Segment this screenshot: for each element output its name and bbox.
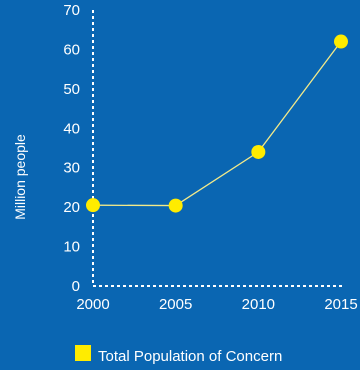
y-tick-label: 0 (72, 278, 80, 295)
y-tick-label: 70 (63, 2, 80, 19)
y-tick-label: 50 (63, 81, 80, 98)
data-point (334, 34, 348, 49)
y-tick-label: 40 (63, 120, 80, 137)
x-tick-label: 2010 (242, 296, 275, 313)
x-tick-label: 2015 (324, 296, 357, 313)
y-tick-label: 10 (63, 239, 80, 256)
y-tick-label: 60 (63, 41, 80, 58)
y-axis-title: Million people (12, 134, 28, 220)
y-tick-label: 20 (63, 199, 80, 216)
data-point (251, 144, 266, 159)
y-tick-label: 30 (63, 160, 80, 177)
data-point (86, 198, 100, 213)
data-point (168, 198, 183, 213)
legend-label: Total Population of Concern (98, 348, 282, 365)
x-tick-label: 2005 (159, 296, 192, 313)
x-tick-label: 2000 (76, 296, 109, 313)
series-line (92, 41, 342, 207)
legend-swatch (75, 345, 91, 361)
